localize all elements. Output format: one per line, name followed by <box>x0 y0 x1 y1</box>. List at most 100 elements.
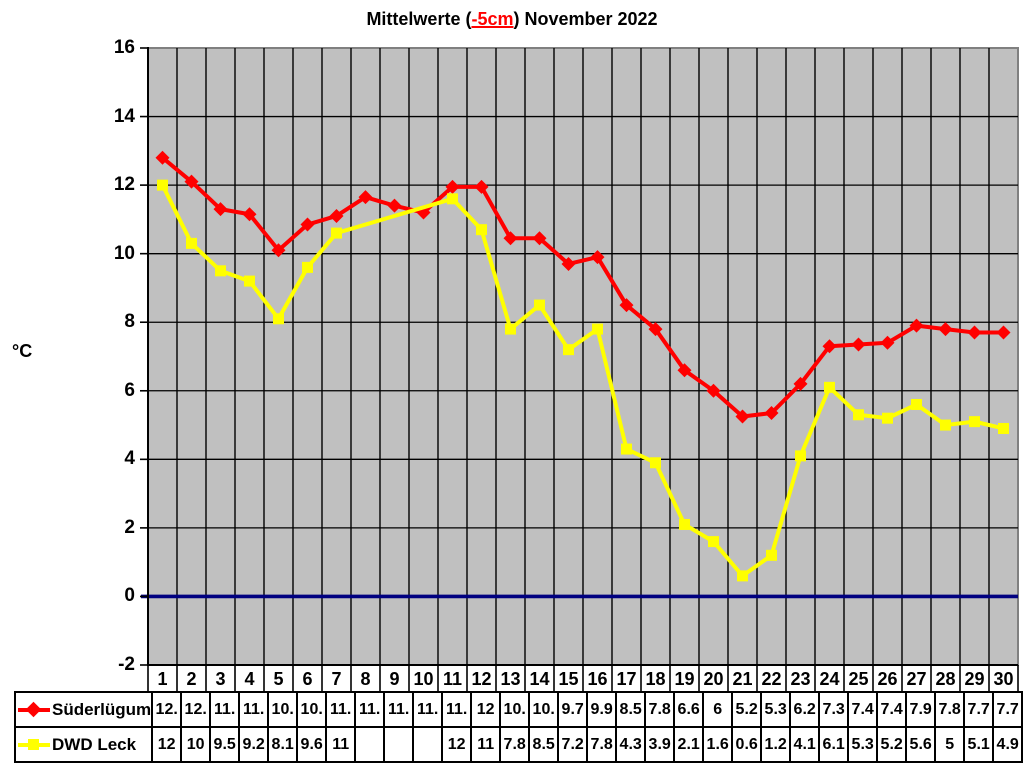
marker-square <box>911 398 922 410</box>
dwd-leck-value-cell: 7.2 <box>557 726 589 763</box>
title-depth-highlight: -5cm <box>471 9 514 29</box>
marker-square <box>679 518 690 530</box>
suederluegum-value-cell: 10. <box>528 691 560 728</box>
marker-diamond <box>677 363 692 378</box>
day-label: 25 <box>848 669 868 689</box>
marker-diamond <box>880 335 895 350</box>
day-label: 10 <box>413 669 433 689</box>
marker-diamond <box>851 337 866 352</box>
dwd-leck-value-cell: 11 <box>470 726 502 763</box>
suederluegum-value-cell: 7.4 <box>847 691 879 728</box>
marker-diamond <box>242 207 257 222</box>
suederluegum-value-cell: 11. <box>441 691 473 728</box>
dwd-leck-value-cell: 5.6 <box>905 726 937 763</box>
day-label: 26 <box>877 669 897 689</box>
marker-diamond <box>822 339 837 354</box>
chart-title: Mittelwerte (-5cm) November 2022 <box>0 9 1024 30</box>
suederluegum-value-cell: 11. <box>209 691 241 728</box>
suederluegum-value-cell: 12. <box>151 691 183 728</box>
dwd-leck-value-cell: 1.6 <box>702 726 734 763</box>
dwd-leck-value-cell: 5.2 <box>876 726 908 763</box>
marker-diamond <box>213 202 228 217</box>
marker-diamond <box>735 409 750 424</box>
day-label: 20 <box>703 669 723 689</box>
day-label: 22 <box>761 669 781 689</box>
marker-diamond <box>996 325 1011 340</box>
day-label: 28 <box>935 669 955 689</box>
marker-square <box>157 179 168 191</box>
suederluegum-value-cell: 7.3 <box>818 691 850 728</box>
suederluegum-value-cell: 11. <box>354 691 386 728</box>
day-label: 11 <box>443 669 462 689</box>
marker-square <box>534 299 545 311</box>
marker-square <box>650 457 661 469</box>
legend-cell-suederluegum: Süderlügum <box>13 691 154 728</box>
marker-square <box>563 344 574 356</box>
suederluegum-value-cell: 11. <box>383 691 415 728</box>
day-label: 4 <box>244 669 254 689</box>
suederluegum-value-cell: 7.7 <box>963 691 995 728</box>
marker-square <box>273 313 284 325</box>
marker-square <box>824 381 835 393</box>
suederluegum-value-cell: 10. <box>296 691 328 728</box>
marker-diamond <box>619 298 634 313</box>
marker-diamond <box>532 231 547 246</box>
marker-diamond <box>387 198 402 213</box>
suederluegum-value-cell: 8.5 <box>615 691 647 728</box>
marker-square <box>621 443 632 455</box>
suederluegum-value-cell: 7.9 <box>905 691 937 728</box>
suederluegum-value-cell: 5.3 <box>760 691 792 728</box>
marker-diamond <box>967 325 982 340</box>
y-tick-label: 8 <box>124 311 135 333</box>
marker-diamond <box>155 150 170 165</box>
suederluegum-legend-key-icon <box>18 701 50 718</box>
dwd-leck-value-cell: 1.2 <box>760 726 792 763</box>
dwd-leck-value-cell: 8.5 <box>528 726 560 763</box>
marker-diamond <box>329 208 344 223</box>
day-label: 6 <box>302 669 312 689</box>
suederluegum-value-cell: 9.7 <box>557 691 589 728</box>
marker-square <box>302 261 313 273</box>
dwd-leck-value-cell: 4.1 <box>789 726 821 763</box>
table-row-dwd-leck: DWD Leck 12 10 9.5 9.2 8.1 9.6 11 12 11 7.8 8.5 7.2 7… <box>13 726 1024 763</box>
marker-diamond <box>590 250 605 265</box>
y-tick-label: 10 <box>113 242 135 264</box>
marker-square <box>766 549 777 561</box>
y-tick-label: 6 <box>124 379 135 401</box>
dwd-leck-value-cell: 5 <box>934 726 966 763</box>
dwd-leck-value-cell: 5.1 <box>963 726 995 763</box>
data-table: Süderlügum 12. 12. 11. 11. 10. 10. 11. 11. 11. 11.… <box>13 691 1024 763</box>
day-label: 2 <box>186 669 196 689</box>
suederluegum-value-cell: 11. <box>325 691 357 728</box>
marker-diamond <box>300 217 315 232</box>
marker-diamond <box>445 179 460 194</box>
legend-label-suederluegum: Süderlügum <box>52 699 152 719</box>
day-label: 27 <box>906 669 926 689</box>
day-label: 30 <box>993 669 1013 689</box>
suederluegum-value-cell: 9.9 <box>586 691 618 728</box>
suederluegum-value-cell: 7.4 <box>876 691 908 728</box>
day-label: 3 <box>215 669 225 689</box>
day-label: 5 <box>273 669 283 689</box>
suederluegum-value-cell: 6 <box>702 691 734 728</box>
y-tick-label: 0 <box>124 585 135 607</box>
marker-square <box>476 224 487 236</box>
suederluegum-value-cell: 7.7 <box>992 691 1024 728</box>
marker-diamond <box>358 190 373 205</box>
day-label: 13 <box>500 669 520 689</box>
marker-diamond <box>938 322 953 337</box>
marker-square <box>244 275 255 287</box>
day-label: 9 <box>389 669 399 689</box>
marker-diamond <box>474 179 489 194</box>
marker-diamond <box>706 383 721 398</box>
day-label: 8 <box>360 669 370 689</box>
day-label: 18 <box>645 669 665 689</box>
marker-square <box>592 323 603 335</box>
marker-diamond <box>909 318 924 333</box>
dwd-leck-value-cell: 3.9 <box>644 726 676 763</box>
title-prefix: Mittelwerte ( <box>366 9 472 29</box>
day-label: 14 <box>529 669 549 689</box>
marker-square <box>969 416 980 428</box>
dwd-leck-value-cell: 4.3 <box>615 726 647 763</box>
marker-diamond <box>184 174 199 189</box>
